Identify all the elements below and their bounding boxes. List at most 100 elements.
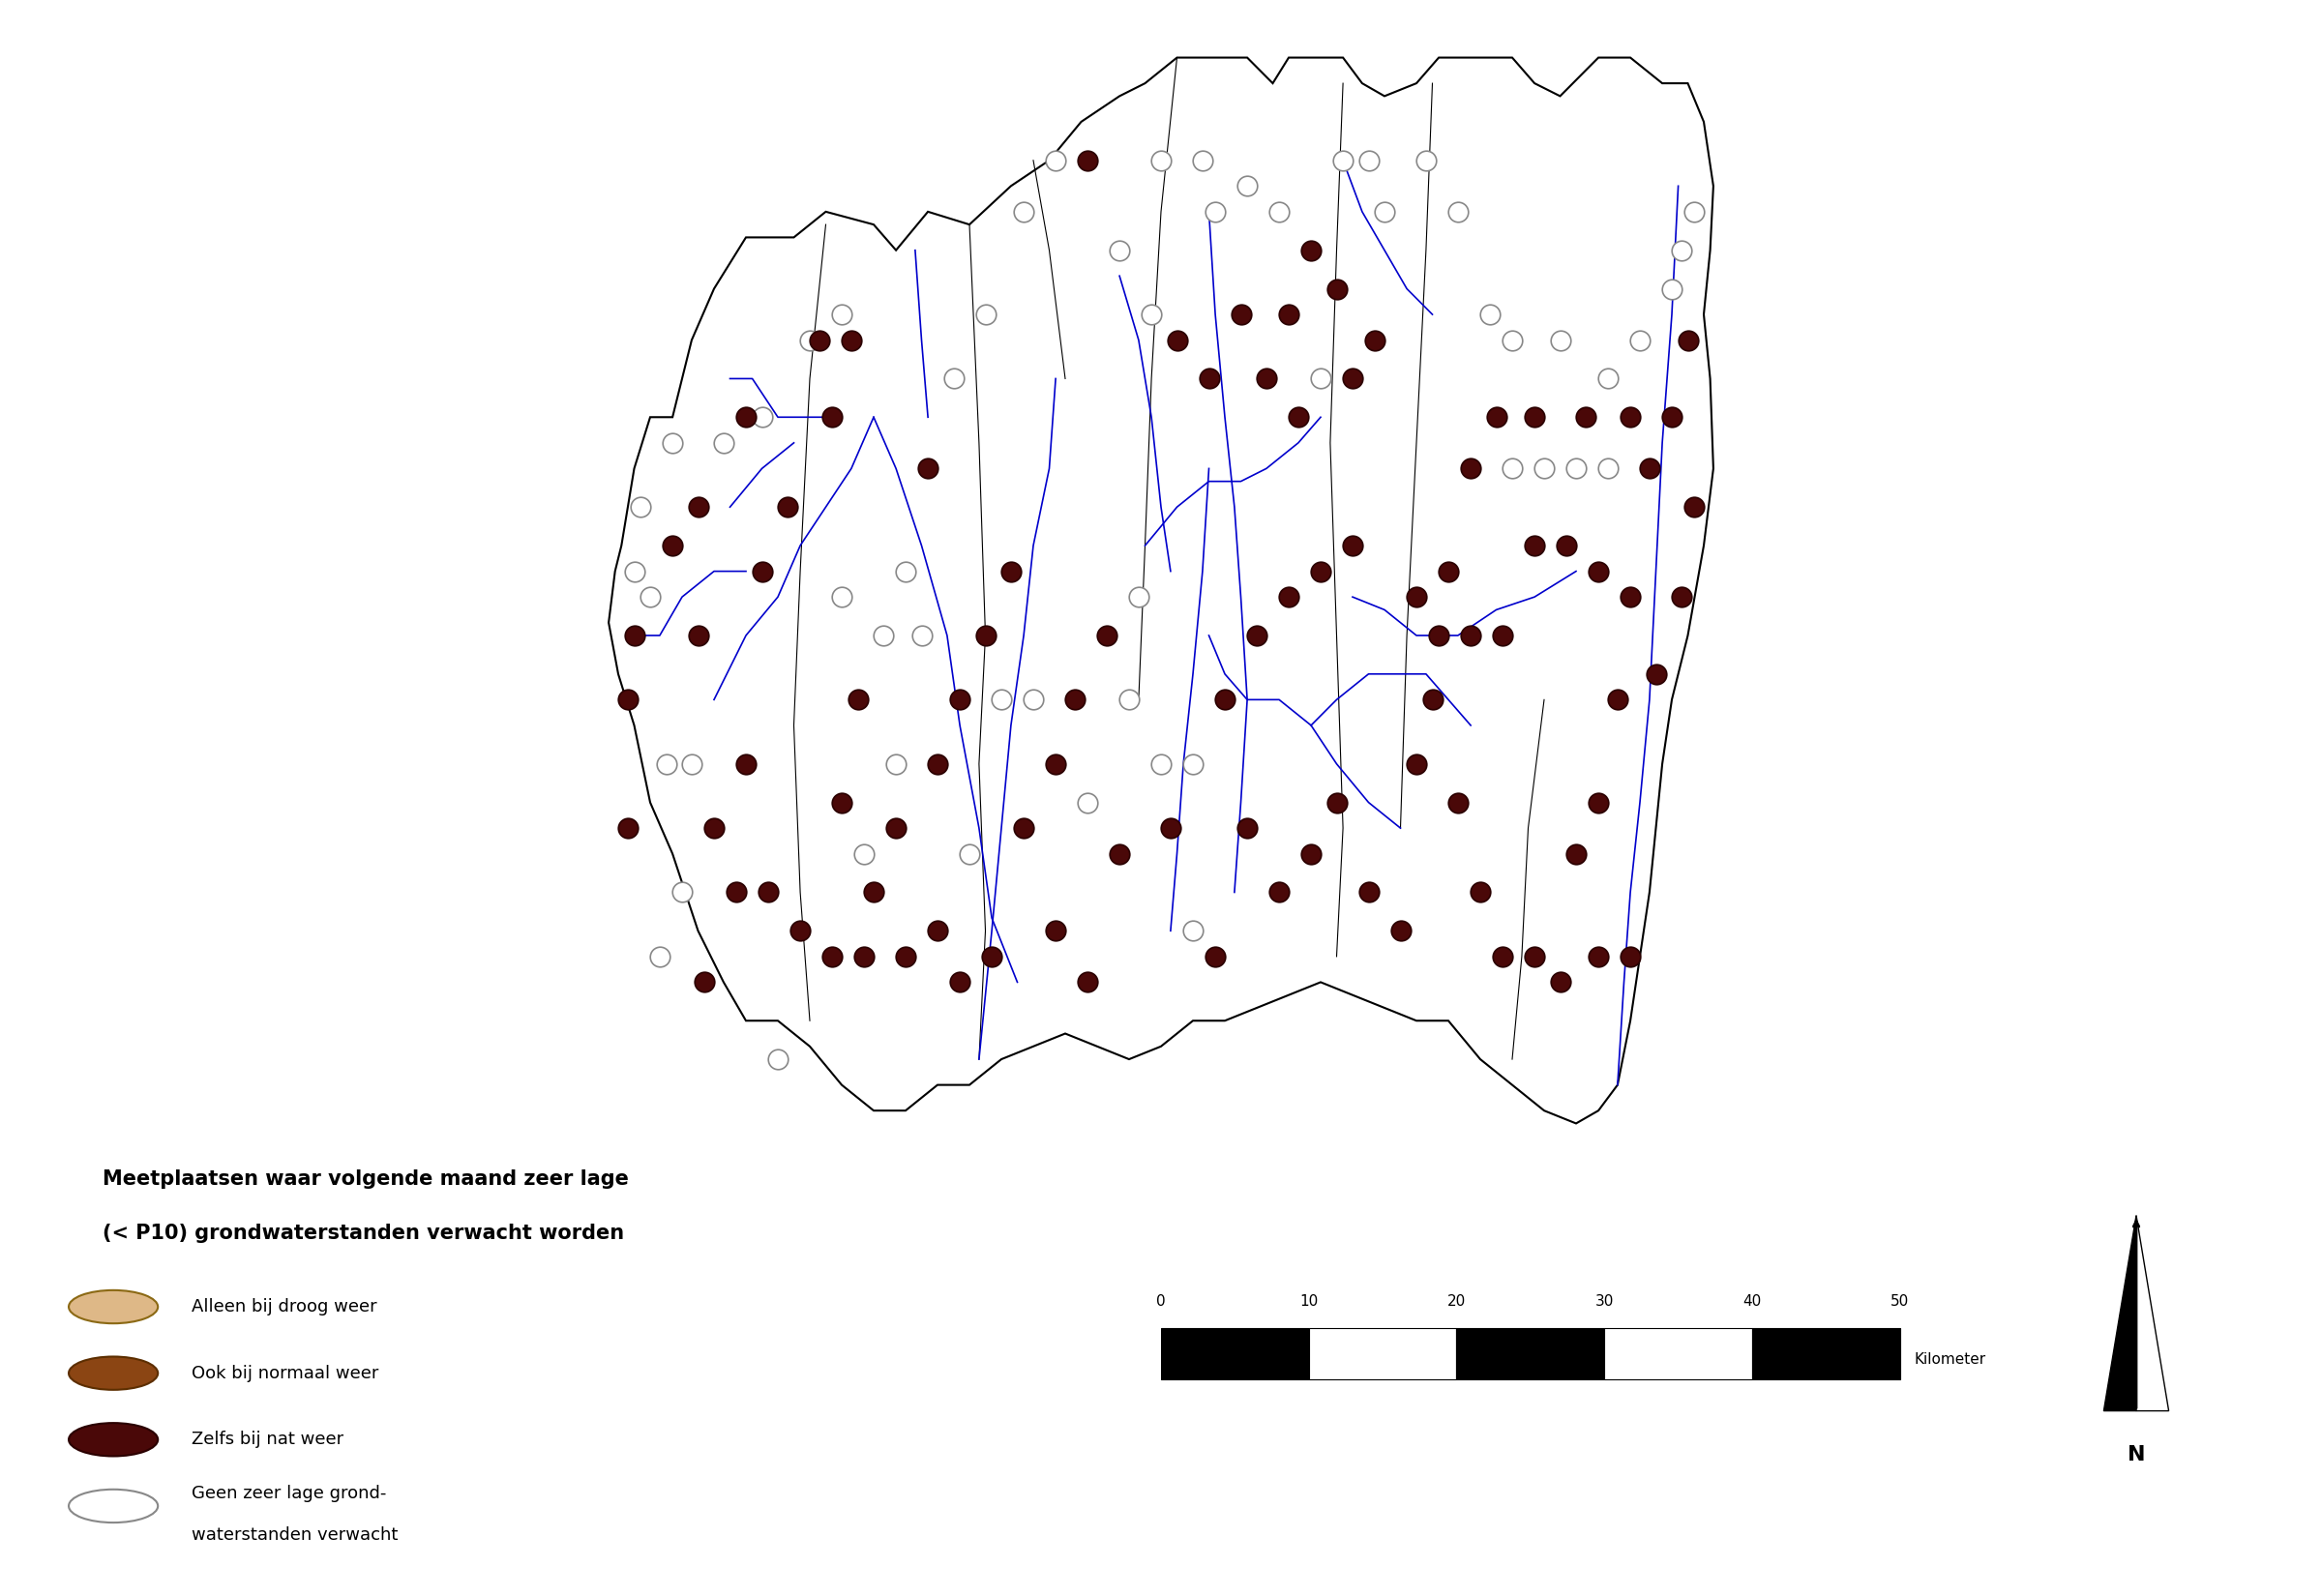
Point [1349,879,1386,905]
Point [940,969,978,994]
Point [1005,816,1043,841]
Point [1005,200,1043,225]
Point [813,943,850,969]
Point [1089,622,1126,648]
Point [1319,276,1356,302]
Point [1414,686,1451,712]
Point [1516,533,1553,559]
Point [1451,456,1488,482]
Point [1591,456,1628,482]
Point [1196,943,1233,969]
Point [615,559,652,584]
Point [655,429,692,455]
Point [966,302,1003,327]
Point [1356,327,1393,353]
Point [887,559,924,584]
Point [622,495,659,520]
Point [727,752,764,777]
Point [743,559,780,584]
Point [641,943,678,969]
Point [910,456,947,482]
Point [1324,147,1361,172]
Point [1279,404,1317,429]
Point [1637,661,1674,686]
Point [673,752,711,777]
Text: Ook bij normaal weer: Ook bij normaal weer [190,1365,378,1382]
Point [1440,790,1477,816]
Point [1152,816,1189,841]
Point [1057,686,1094,712]
Polygon shape [2104,1216,2136,1411]
Point [1653,404,1690,429]
Point [1101,238,1138,263]
Point [1228,174,1265,200]
Point [1516,404,1553,429]
Point [878,752,915,777]
Point [1542,327,1579,353]
Point [1579,559,1616,584]
Point [680,495,717,520]
Point [655,533,692,559]
Point [1175,752,1212,777]
Point [1333,365,1370,391]
Point [1221,302,1259,327]
Point [1477,404,1514,429]
Point [1493,327,1530,353]
Point [991,559,1029,584]
Point [1484,622,1521,648]
Point [1293,841,1331,867]
Point [1526,456,1563,482]
Text: 0: 0 [1156,1294,1166,1309]
Point [1549,533,1586,559]
Text: (< P10) grondwaterstanden verwacht worden: (< P10) grondwaterstanden verwacht worde… [102,1224,625,1243]
Point [706,429,743,455]
Point [1068,969,1105,994]
Point [1068,790,1105,816]
Point [1207,686,1245,712]
Point [1676,200,1714,225]
Point [1365,200,1402,225]
Text: Kilometer: Kilometer [1916,1352,1985,1368]
Point [1270,584,1307,610]
Point [759,1047,796,1073]
Circle shape [70,1489,158,1523]
Point [608,816,646,841]
Point [1015,686,1052,712]
Circle shape [70,1290,158,1323]
Point [1398,584,1435,610]
Point [903,622,940,648]
Point [750,879,787,905]
Point [1228,816,1265,841]
Point [1191,365,1228,391]
Point [1676,495,1714,520]
Point [615,622,652,648]
Point [1579,943,1616,969]
Point [940,686,978,712]
FancyBboxPatch shape [1310,1328,1456,1379]
Point [1184,147,1221,172]
Point [648,752,685,777]
Point [1493,456,1530,482]
Point [792,327,829,353]
Point [801,327,838,353]
Point [878,816,915,841]
Text: 10: 10 [1300,1294,1319,1309]
Point [920,752,957,777]
Point [824,302,861,327]
Point [1451,622,1488,648]
Point [1101,841,1138,867]
Point [1542,969,1579,994]
Point [1430,559,1468,584]
Point [1261,200,1298,225]
Point [854,879,892,905]
Point [769,495,806,520]
Point [664,879,701,905]
Point [1591,365,1628,391]
Point [717,879,755,905]
Point [1068,147,1105,172]
Point [685,969,722,994]
Text: 20: 20 [1447,1294,1465,1309]
Point [1038,918,1075,943]
Point [680,622,717,648]
Text: Alleen bij droog weer: Alleen bij droog weer [190,1298,376,1315]
